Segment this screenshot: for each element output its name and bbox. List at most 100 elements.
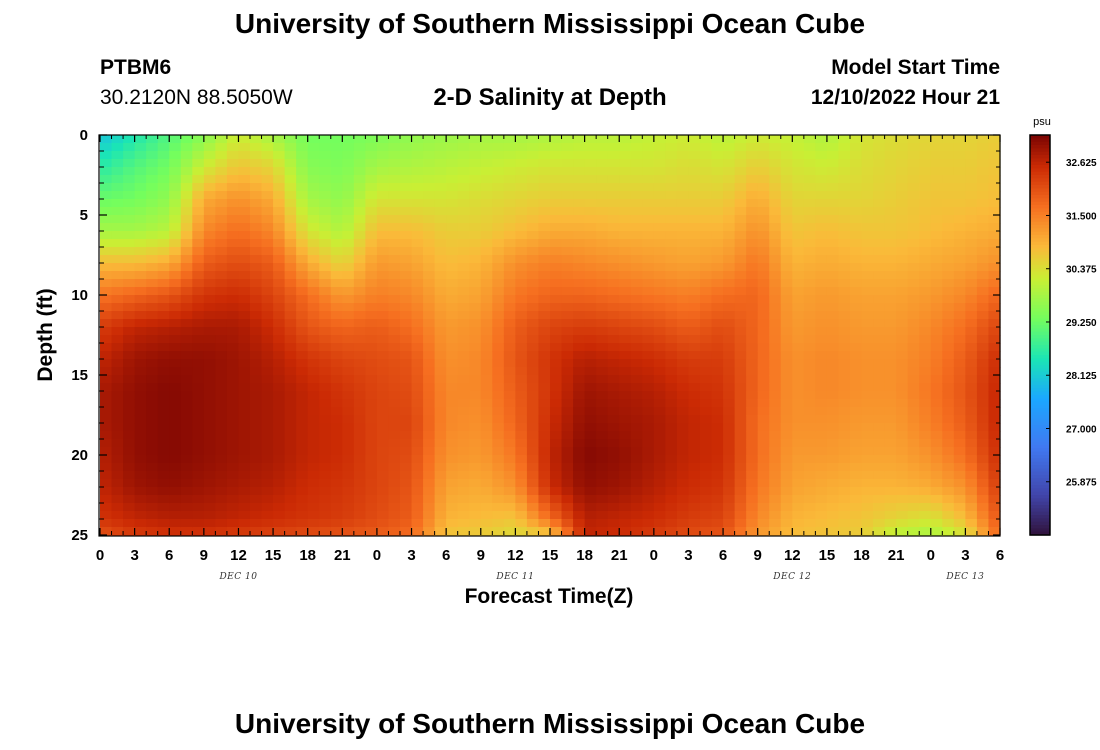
colorbar-segment xyxy=(1030,275,1050,279)
heatmap-cell xyxy=(284,167,297,176)
colorbar-segment xyxy=(1030,281,1050,286)
heatmap-cell xyxy=(169,431,182,440)
heatmap-cell xyxy=(850,311,863,320)
heatmap-cell xyxy=(573,271,586,280)
heatmap-cell xyxy=(723,447,736,456)
heatmap-cell xyxy=(850,415,863,424)
heatmap-cell xyxy=(353,447,366,456)
heatmap-cell xyxy=(123,471,136,480)
heatmap-cell xyxy=(238,279,251,288)
heatmap-cell xyxy=(296,495,309,504)
heatmap-cell xyxy=(769,295,782,304)
heatmap-cell xyxy=(400,439,413,448)
heatmap-cell xyxy=(123,423,136,432)
heatmap-cell xyxy=(492,479,505,488)
heatmap-cell xyxy=(353,487,366,496)
heatmap-cell xyxy=(353,303,366,312)
heatmap-cell xyxy=(169,215,182,224)
heatmap-cell xyxy=(250,231,263,240)
heatmap-cell xyxy=(700,431,713,440)
heatmap-cell xyxy=(538,175,551,184)
heatmap-cell xyxy=(215,263,228,272)
heatmap-cell xyxy=(965,351,978,360)
heatmap-cell xyxy=(619,351,632,360)
heatmap-cell xyxy=(538,511,551,520)
heatmap-cell xyxy=(942,223,955,232)
heatmap-cell xyxy=(665,495,678,504)
heatmap-cell xyxy=(815,487,828,496)
heatmap-cell xyxy=(226,511,240,520)
heatmap-cell xyxy=(757,279,770,288)
heatmap-cell xyxy=(953,175,966,184)
heatmap-cell xyxy=(492,287,505,296)
heatmap-cell xyxy=(653,207,666,216)
heatmap-cell xyxy=(607,327,620,336)
heatmap-cell xyxy=(273,447,286,456)
heatmap-cell xyxy=(365,519,378,528)
heatmap-cell xyxy=(965,287,978,296)
heatmap-cell xyxy=(965,143,978,152)
heatmap-cell xyxy=(503,191,516,200)
heatmap-cell xyxy=(688,199,701,208)
heatmap-cell xyxy=(930,327,943,336)
heatmap-cell xyxy=(388,519,401,528)
colorbar-segment xyxy=(1030,441,1050,446)
heatmap-cell xyxy=(215,215,228,224)
heatmap-cell xyxy=(584,431,597,440)
colorbar-segment xyxy=(1030,171,1050,176)
heatmap-cell xyxy=(215,447,228,456)
heatmap-cell xyxy=(723,247,736,256)
heatmap-cell xyxy=(273,407,286,416)
heatmap-cell xyxy=(123,359,136,368)
heatmap-cell xyxy=(780,487,793,496)
heatmap-cell xyxy=(630,375,643,384)
heatmap-cell xyxy=(215,207,228,216)
heatmap-cell xyxy=(307,327,320,336)
heatmap-cell xyxy=(700,415,713,424)
heatmap-cell xyxy=(792,135,805,144)
heatmap-cell xyxy=(330,503,343,512)
heatmap-cell xyxy=(838,183,851,192)
heatmap-cell xyxy=(907,439,920,448)
heatmap-cell xyxy=(873,223,886,232)
heatmap-cell xyxy=(538,519,551,528)
heatmap-cell xyxy=(457,391,470,400)
heatmap-cell xyxy=(250,351,263,360)
heatmap-cell xyxy=(653,511,666,520)
heatmap-cell xyxy=(238,527,251,536)
heatmap-cell xyxy=(873,479,886,488)
heatmap-cell xyxy=(111,351,124,360)
x-tick-label: 9 xyxy=(200,547,208,564)
heatmap-cell xyxy=(965,471,978,480)
heatmap-cell xyxy=(400,463,413,472)
heatmap-cell xyxy=(492,135,505,144)
heatmap-cell xyxy=(446,247,459,256)
heatmap-cell xyxy=(596,391,609,400)
heatmap-cell xyxy=(780,383,793,392)
heatmap-cell xyxy=(953,359,966,368)
heatmap-cell xyxy=(446,487,459,496)
heatmap-cell xyxy=(584,471,597,480)
heatmap-cell xyxy=(538,327,551,336)
heatmap-cell xyxy=(826,159,840,168)
heatmap-cell xyxy=(803,263,816,272)
heatmap-cell xyxy=(850,295,863,304)
heatmap-cell xyxy=(850,383,863,392)
heatmap-cell xyxy=(653,447,666,456)
heatmap-cell xyxy=(757,303,770,312)
heatmap-cell xyxy=(826,359,840,368)
heatmap-cell xyxy=(965,463,978,472)
heatmap-cell xyxy=(330,223,343,232)
heatmap-cell xyxy=(492,383,505,392)
heatmap-cell xyxy=(365,455,378,464)
heatmap-cell xyxy=(503,231,516,240)
colorbar-segment xyxy=(1030,235,1050,239)
heatmap-cell xyxy=(169,295,182,304)
heatmap-cell xyxy=(261,415,274,424)
heatmap-cell xyxy=(192,319,205,328)
heatmap-cell xyxy=(596,375,609,384)
heatmap-cell xyxy=(711,223,724,232)
heatmap-cell xyxy=(826,263,840,272)
heatmap-cell xyxy=(769,503,782,512)
heatmap-cell xyxy=(492,519,505,528)
